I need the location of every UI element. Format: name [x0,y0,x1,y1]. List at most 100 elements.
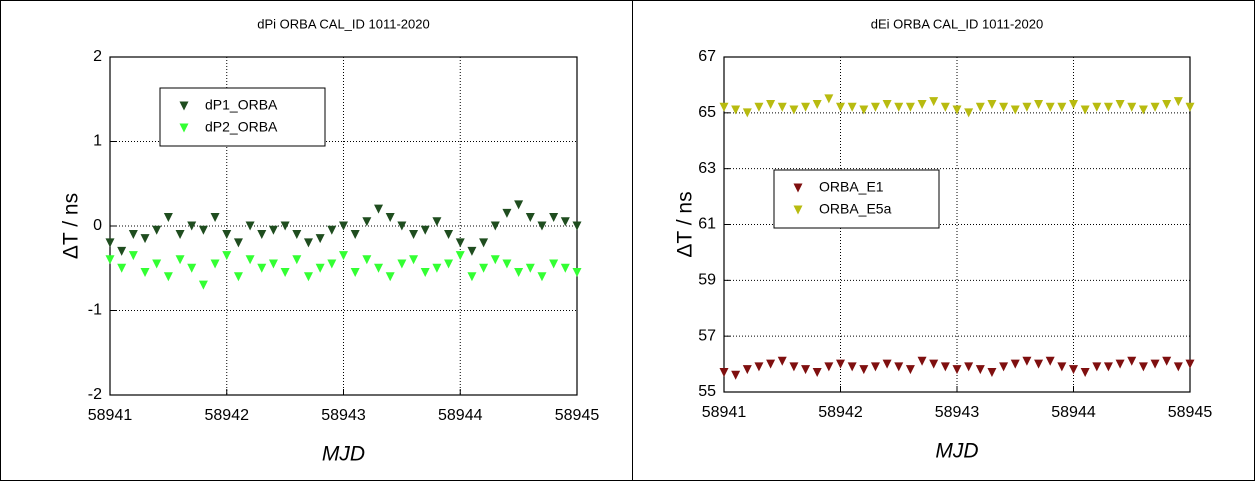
marker [198,280,208,290]
y-tick-label: -2 [88,386,102,403]
marker [1127,356,1137,366]
marker [940,362,950,372]
marker [952,105,962,115]
marker [490,255,500,265]
marker [537,221,547,231]
marker [397,259,407,269]
marker [1185,359,1195,369]
marker [198,225,208,235]
chart-title: dEi ORBA CAL_ID 1011-2020 [871,16,1043,31]
marker [292,255,302,265]
marker [105,255,115,265]
marker [1185,102,1195,112]
marker [303,272,313,282]
marker [1150,359,1160,369]
marker [525,263,535,273]
marker [374,204,384,214]
marker [339,251,348,261]
marker [1080,367,1090,377]
marker [1034,359,1044,369]
legend-marker [793,205,803,215]
x-tick-label: 58942 [818,404,863,421]
marker [1092,102,1102,112]
x-tick-label: 58943 [935,404,980,421]
marker [233,238,243,248]
marker [479,238,489,248]
marker [233,272,243,282]
marker [140,267,150,277]
y-tick-label: 57 [698,327,716,344]
marker [350,267,360,277]
marker [409,255,419,265]
marker [999,102,1009,112]
marker [455,238,465,248]
marker [1045,356,1055,366]
marker [315,234,325,244]
chart-title: dPi ORBA CAL_ID 1011-2020 [257,16,429,31]
marker [1080,105,1090,115]
y-tick-label: 0 [93,217,102,234]
marker [467,246,477,256]
marker [420,225,430,235]
marker [409,229,419,239]
marker [1127,102,1137,112]
marker [245,221,255,231]
marker [1150,102,1160,112]
marker [1022,356,1032,366]
y-tick-label: -1 [88,302,102,319]
marker [280,221,290,231]
x-tick-label: 58944 [438,407,483,424]
marker [502,208,512,218]
marker [572,221,582,231]
marker [1069,365,1078,375]
marker [420,267,430,277]
marker [999,362,1009,372]
marker [502,259,512,269]
y-axis-label: ΔT / ns [60,193,83,259]
marker [801,365,811,375]
x-tick-label: 58945 [1168,404,1213,421]
marker [514,200,524,210]
marker [315,263,325,273]
y-tick-label: 65 [698,104,716,121]
marker [257,229,267,239]
marker [1057,362,1067,372]
marker [572,267,582,277]
marker [742,108,752,118]
marker [117,246,127,256]
marker [268,259,278,269]
marker [537,272,547,282]
marker [210,259,220,269]
marker [1022,102,1032,112]
marker [952,365,962,375]
marker [975,102,985,112]
y-tick-label: 63 [698,160,716,177]
marker [847,102,857,112]
marker [1162,356,1172,366]
marker [777,102,787,112]
marker [894,362,904,372]
marker [1173,97,1183,107]
marker [801,102,811,112]
marker [987,99,997,109]
marker [432,263,442,273]
marker [549,213,559,223]
marker [245,255,255,265]
marker [432,217,442,227]
marker [327,259,337,269]
x-axis-label: MJD [322,443,365,466]
marker [549,259,559,269]
marker [870,102,880,112]
marker [339,221,348,231]
y-tick-label: 59 [698,272,716,289]
marker [128,251,138,261]
x-tick-label: 58941 [88,407,133,424]
y-tick-label: 55 [698,383,716,400]
marker [105,238,115,248]
marker [929,97,939,107]
marker [905,365,915,375]
marker [1057,102,1067,112]
marker [1173,362,1183,372]
legend-marker [793,183,803,193]
